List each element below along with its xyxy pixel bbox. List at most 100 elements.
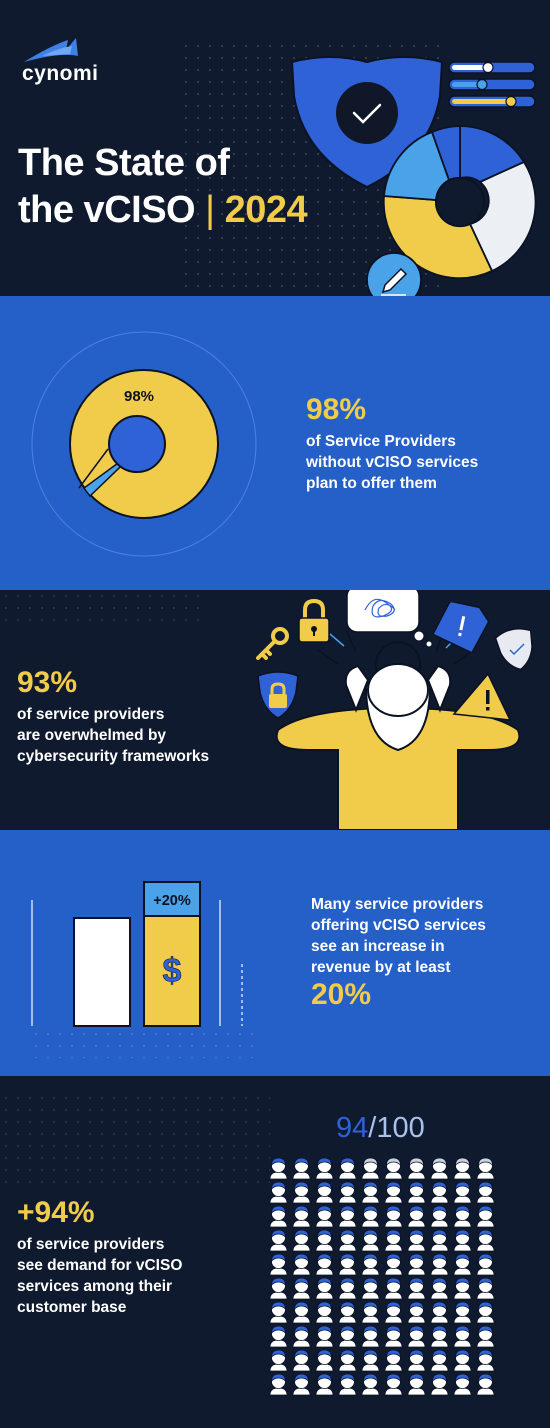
dot-pattern [30, 1028, 260, 1058]
person-icon [476, 1181, 495, 1204]
person-icon [292, 1277, 311, 1300]
title-year: 2024 [224, 189, 308, 231]
stat3-description: Many service providers offering vCISO se… [311, 896, 486, 976]
person-icon [269, 1229, 288, 1252]
stat3-section: +20% $ Many service providers offering v… [0, 830, 550, 1076]
person-icon [315, 1277, 334, 1300]
person-icon [453, 1205, 472, 1228]
person-icon [430, 1325, 449, 1348]
person-icon [269, 1325, 288, 1348]
person-icon [476, 1349, 495, 1372]
person-icon [476, 1301, 495, 1324]
person-icon [430, 1229, 449, 1252]
padlock-icon [298, 598, 330, 643]
person-icon [361, 1229, 380, 1252]
person-icon [407, 1181, 426, 1204]
person-icon [292, 1349, 311, 1372]
person-icon [430, 1277, 449, 1300]
pencil-icon [366, 252, 422, 296]
person-icon [338, 1229, 357, 1252]
person-icon [292, 1373, 311, 1396]
person-icon [407, 1349, 426, 1372]
stat2-value: 93% [17, 666, 78, 699]
person-icon [269, 1205, 288, 1228]
title-line-2: the vCISO | 2024 [18, 189, 308, 231]
person-icon [430, 1301, 449, 1324]
person-icon [315, 1301, 334, 1324]
person-icon [453, 1325, 472, 1348]
person-icon [269, 1373, 288, 1396]
document-alert-icon [433, 602, 489, 652]
demand-count: 94 [336, 1112, 369, 1144]
person-icon [430, 1373, 449, 1396]
person-icon [292, 1205, 311, 1228]
person-icon [361, 1205, 380, 1228]
person-icon [407, 1373, 426, 1396]
person-icon [338, 1325, 357, 1348]
toggle-sliders-icon [448, 61, 536, 108]
person-icon [361, 1325, 380, 1348]
stat3-value: 20% [311, 978, 372, 1011]
person-icon [407, 1301, 426, 1324]
person-icon [292, 1229, 311, 1252]
demand-total: /100 [368, 1112, 425, 1144]
person-icon [269, 1349, 288, 1372]
title-separator: | [205, 189, 215, 231]
dot-pattern [0, 590, 200, 630]
stat2-section: 93% of service providers are overwhelmed… [0, 590, 550, 830]
person-icon [269, 1301, 288, 1324]
shield-icon [494, 628, 533, 671]
person-icon [476, 1373, 495, 1396]
person-icon [361, 1181, 380, 1204]
person-icon [338, 1205, 357, 1228]
warning-triangle-icon [452, 672, 512, 721]
person-icon [292, 1301, 311, 1324]
person-icon [292, 1181, 311, 1204]
person-icon [338, 1349, 357, 1372]
person-icon [315, 1229, 334, 1252]
person-icon [453, 1157, 472, 1180]
person-icon [476, 1277, 495, 1300]
person-icon [384, 1157, 403, 1180]
person-icon [338, 1181, 357, 1204]
cynomi-logo-icon [24, 38, 78, 62]
person-icon [269, 1277, 288, 1300]
person-icon [338, 1253, 357, 1276]
person-icon [361, 1253, 380, 1276]
person-icon [384, 1325, 403, 1348]
stat1-chart-label: 98% [124, 388, 154, 405]
person-icon [476, 1157, 495, 1180]
dot-pattern [0, 1092, 270, 1192]
person-icon [384, 1373, 403, 1396]
person-icon [430, 1349, 449, 1372]
demand-counter: 94/100 [336, 1112, 425, 1145]
person-icon [453, 1373, 472, 1396]
person-icon [430, 1205, 449, 1228]
person-icon [476, 1253, 495, 1276]
person-icon [384, 1205, 403, 1228]
person-icon [476, 1205, 495, 1228]
stat1-section: 98% 98% of Service Providers without vCI… [0, 296, 550, 590]
person-icon [453, 1181, 472, 1204]
person-icon [315, 1349, 334, 1372]
person-icon [407, 1157, 426, 1180]
person-icon [338, 1301, 357, 1324]
person-icon [430, 1157, 449, 1180]
person-icon [338, 1157, 357, 1180]
person-icon [430, 1181, 449, 1204]
brand-name: cynomi [22, 62, 99, 85]
person-icon [315, 1157, 334, 1180]
stat1-description: of Service Providers without vCISO servi… [306, 433, 479, 492]
person-icon [338, 1277, 357, 1300]
overwhelmed-person-illustration [275, 629, 521, 830]
person-icon [315, 1253, 334, 1276]
person-icon [269, 1157, 288, 1180]
person-icon [292, 1325, 311, 1348]
stat1-pie-chart: 98% [31, 331, 257, 557]
person-icon [453, 1349, 472, 1372]
person-icon [384, 1181, 403, 1204]
person-icon [384, 1277, 403, 1300]
person-icon [476, 1325, 495, 1348]
person-icon [384, 1253, 403, 1276]
dollar-icon: $ [163, 952, 182, 990]
